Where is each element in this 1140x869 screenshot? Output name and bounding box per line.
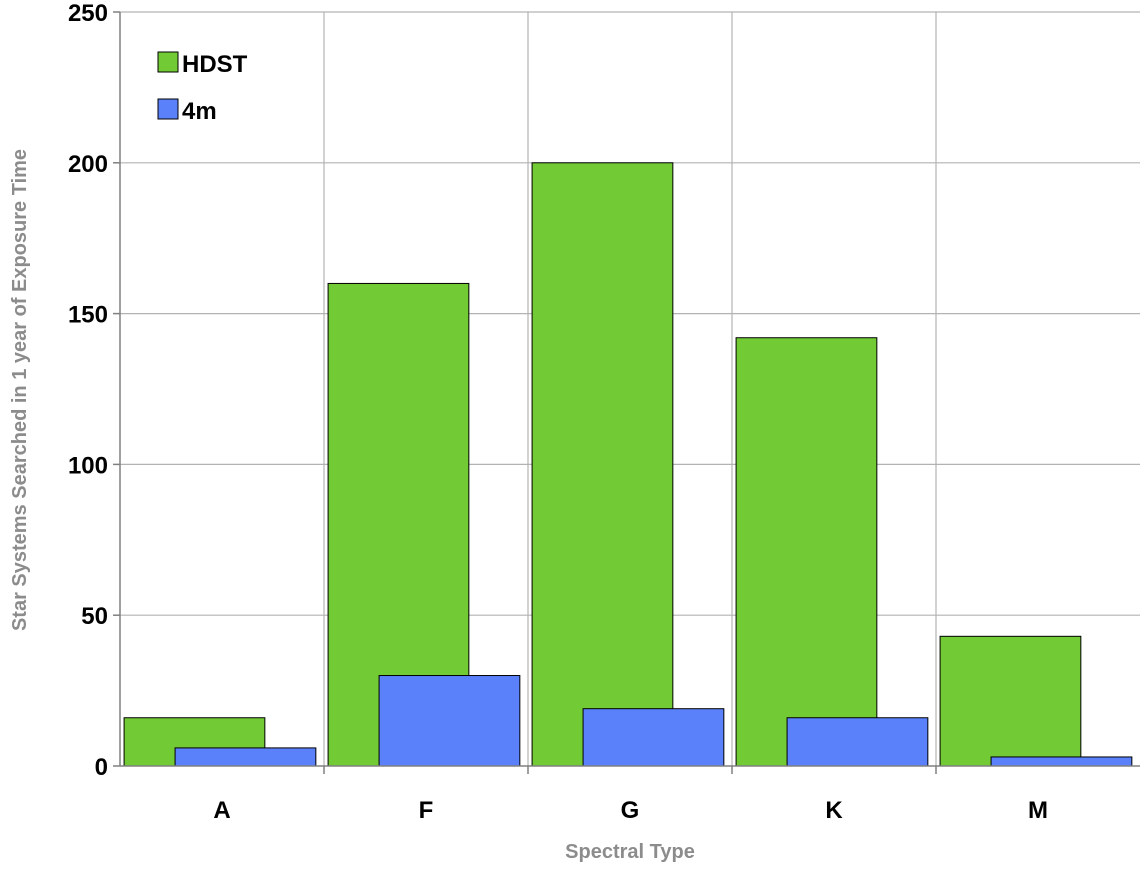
y-tick-label: 200 — [68, 151, 108, 178]
axes — [113, 11, 1140, 774]
x-tick-label: K — [825, 797, 843, 824]
bar-4m-k — [786, 717, 929, 767]
bar-hdst-m — [939, 635, 1082, 767]
x-tick-label: F — [419, 797, 434, 824]
bar-4m-m — [990, 756, 1133, 767]
bar-4m-a — [174, 747, 317, 767]
y-tick-label: 50 — [81, 603, 108, 630]
legend: HDST 4m — [157, 51, 248, 125]
y-tick-label: 150 — [68, 302, 108, 329]
bar-4m-g — [582, 708, 725, 767]
x-tick-label: M — [1028, 797, 1048, 824]
y-tick-label: 0 — [95, 754, 108, 781]
legend-swatch-4m — [157, 98, 179, 120]
bar-hdst-k — [735, 337, 878, 767]
bar-4m-f — [378, 675, 521, 767]
legend-label-4m: 4m — [182, 98, 217, 125]
bar-hdst-g — [531, 162, 674, 767]
y-axis-title: Star Systems Searched in 1 year of Expos… — [9, 149, 31, 631]
bars — [123, 162, 1133, 767]
y-tick-label: 100 — [68, 452, 108, 479]
x-tick-label: A — [213, 797, 230, 824]
x-axis-title: Spectral Type — [565, 841, 695, 863]
x-tick-label: G — [621, 797, 640, 824]
legend-swatch-hdst — [157, 51, 179, 73]
gridlines — [120, 11, 1140, 766]
y-tick-label: 250 — [68, 0, 108, 27]
legend-label-hdst: HDST — [182, 51, 248, 78]
y-tick-labels: 0 50 100 150 200 250 — [68, 0, 108, 781]
